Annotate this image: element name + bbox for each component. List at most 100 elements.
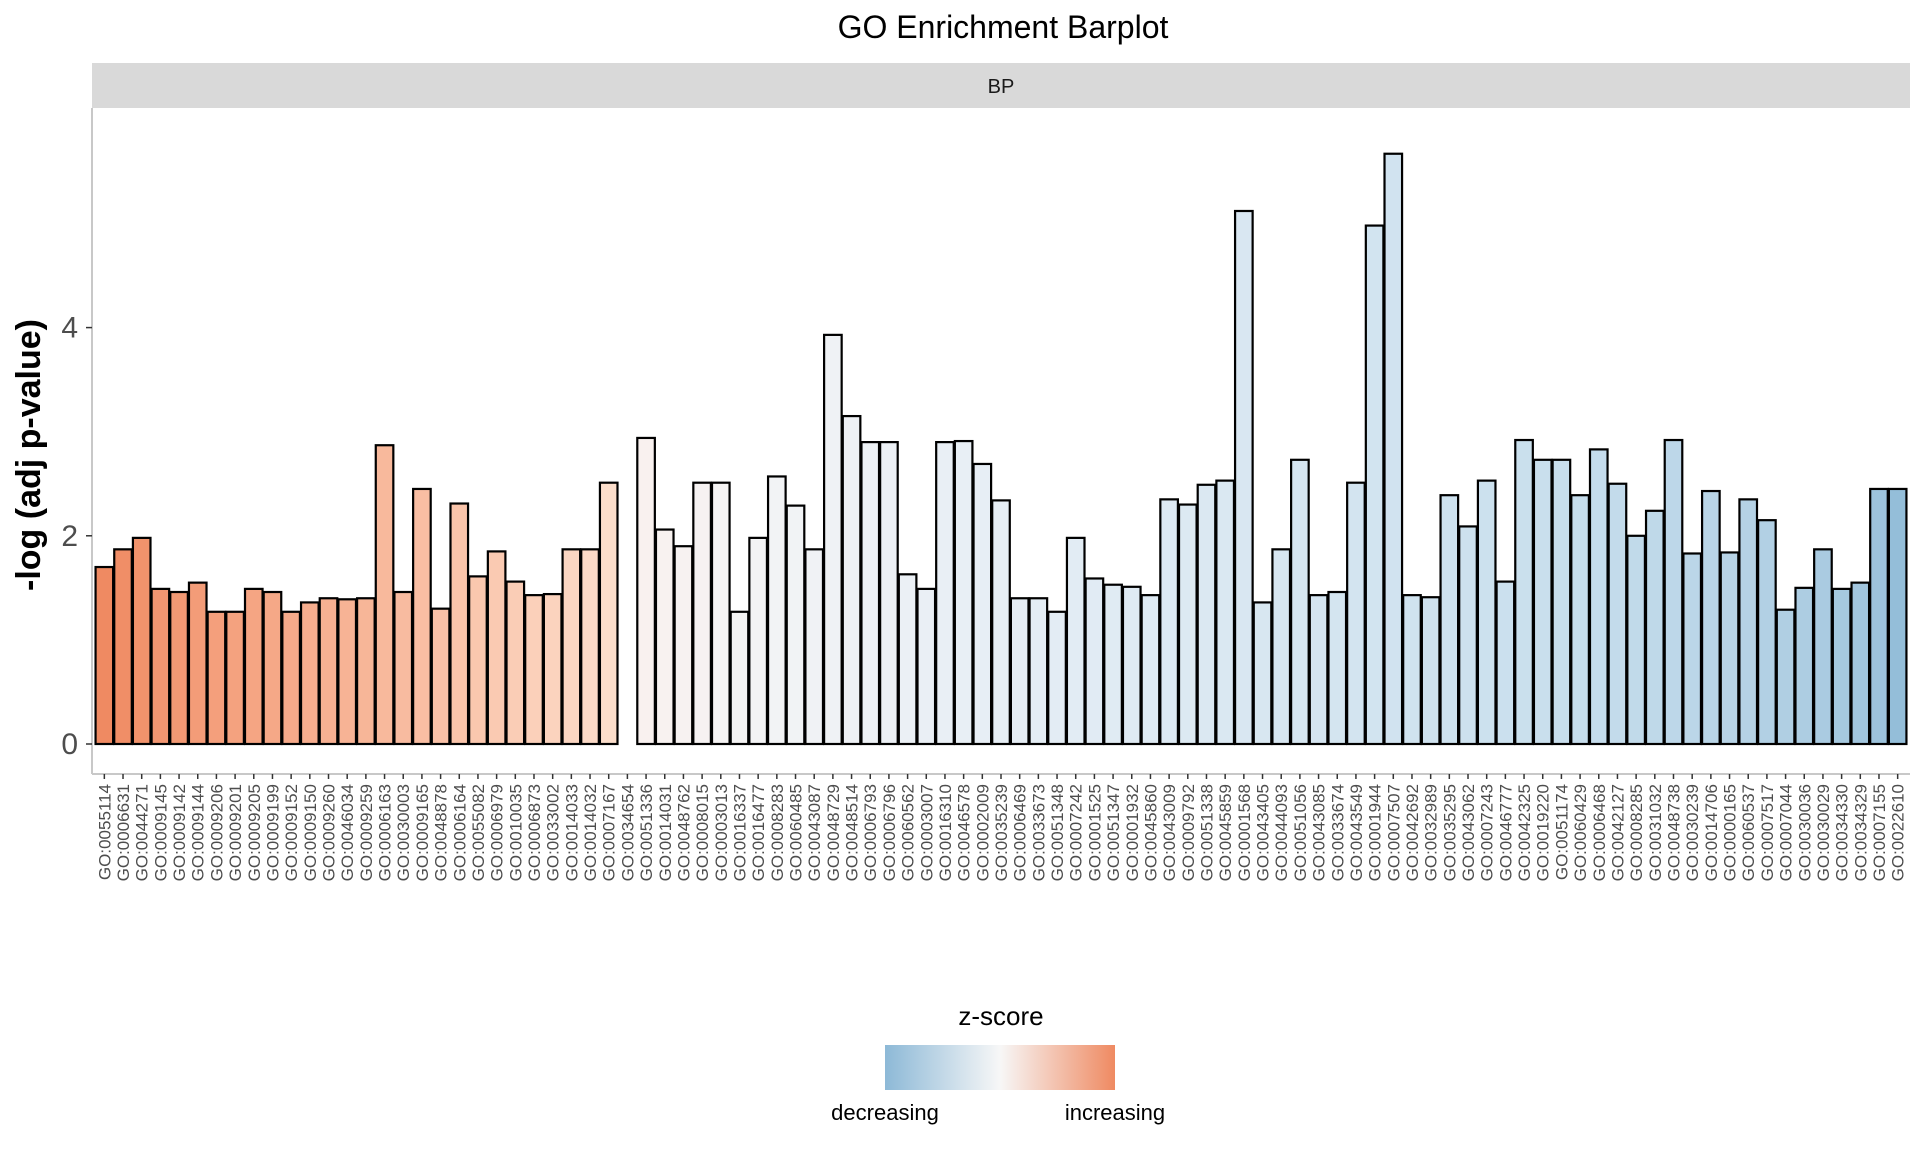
x-tick-label: GO:0030029 — [1814, 784, 1833, 881]
bar-go-0022610 — [1887, 487, 1908, 746]
x-tick-label: GO:0009792 — [1179, 784, 1198, 881]
x-tick-label: GO:0030239 — [1683, 784, 1702, 881]
x-tick-label: GO:0009144 — [189, 784, 208, 881]
bar-go-0006979 — [486, 550, 507, 746]
x-tick-label: GO:0045859 — [1216, 784, 1235, 881]
x-tick-label: GO:0060537 — [1739, 784, 1758, 881]
y-tick-label: 0 — [61, 728, 78, 761]
bar-go-0043062 — [1458, 525, 1478, 746]
bar-go-0006631 — [113, 548, 133, 746]
x-tick-label: GO:0008015 — [693, 784, 712, 881]
bar-go-0046777 — [1495, 580, 1516, 746]
x-tick-label: GO:0043009 — [1160, 784, 1179, 881]
x-tick-label: GO:0006796 — [880, 784, 899, 881]
x-tick-label: GO:0014706 — [1702, 784, 1721, 881]
x-tick-label: GO:0006873 — [525, 784, 544, 881]
bar-go-0051336 — [636, 436, 656, 746]
bar-go-0008285 — [1626, 534, 1647, 746]
facet-label: BP — [988, 76, 1015, 98]
bar-go-0060537 — [1738, 498, 1759, 746]
x-tick-label: GO:0046034 — [338, 784, 357, 881]
bar-go-0043009 — [1159, 498, 1179, 746]
x-tick-label: GO:0016337 — [730, 784, 749, 881]
x-tick-label: GO:0009205 — [245, 784, 264, 881]
bar-go-0007155 — [1869, 487, 1889, 746]
bar-go-0044093 — [1271, 548, 1292, 746]
x-tick-label: GO:0044271 — [133, 784, 152, 881]
bar-go-0006796 — [879, 441, 899, 746]
bar-go-0051174 — [1551, 458, 1572, 746]
x-tick-label: GO:0009206 — [207, 784, 226, 881]
x-tick-label: GO:0046777 — [1496, 784, 1515, 881]
bar-go-0000165 — [1719, 551, 1740, 746]
bar-go-0055082 — [468, 575, 488, 746]
x-tick-label: GO:0014033 — [562, 784, 581, 881]
bar-go-0033673 — [1028, 597, 1049, 746]
x-tick-label: GO:0006979 — [488, 784, 507, 881]
bars-layer — [94, 152, 1908, 746]
bar-go-0007243 — [1476, 479, 1497, 746]
bar-go-0001944 — [1364, 224, 1385, 746]
x-tick-label: GO:0001568 — [1235, 784, 1254, 881]
x-tick-label: GO:0048762 — [674, 784, 693, 881]
x-tick-label: GO:0051336 — [637, 784, 656, 881]
x-tick-label: GO:0030036 — [1795, 784, 1814, 881]
x-tick-label: GO:0043549 — [1347, 784, 1366, 881]
bar-go-0009205 — [243, 587, 264, 746]
x-tick-label: GO:0051056 — [1291, 784, 1310, 881]
x-tick-label: GO:0009145 — [151, 784, 170, 881]
x-tick-label: GO:0006631 — [114, 784, 133, 881]
bar-go-0048514 — [841, 414, 862, 746]
x-tick-label: GO:0044093 — [1272, 784, 1291, 881]
x-tick-label: GO:0060562 — [899, 784, 918, 881]
x-tick-label: GO:0048878 — [432, 784, 451, 881]
bar-go-0048878 — [430, 607, 451, 746]
bar-go-0009145 — [150, 587, 171, 746]
bar-go-0009199 — [262, 590, 283, 746]
bar-go-0043405 — [1252, 601, 1273, 746]
x-tick-label: GO:0001932 — [1123, 784, 1142, 881]
x-tick-label: GO:0051347 — [1104, 784, 1123, 881]
x-tick-label: GO:0043085 — [1310, 784, 1329, 881]
bar-go-0002009 — [972, 462, 993, 746]
bar-go-0014033 — [561, 548, 582, 746]
bar-go-0051056 — [1290, 458, 1310, 746]
x-tick-label: GO:0035295 — [1440, 784, 1459, 881]
bar-go-0045859 — [1215, 479, 1236, 746]
bar-go-0007167 — [598, 481, 619, 746]
bar-go-0014032 — [580, 548, 600, 746]
x-tick-label: GO:0007044 — [1777, 784, 1796, 881]
x-tick-label: GO:0000165 — [1721, 784, 1740, 881]
x-tick-label: GO:0007243 — [1478, 784, 1497, 881]
bar-go-0060429 — [1570, 494, 1590, 746]
x-tick-label: GO:0007167 — [600, 784, 619, 881]
bar-go-0010035 — [505, 580, 526, 746]
bar-go-0045860 — [1140, 594, 1161, 746]
x-tick-label: GO:0003013 — [712, 784, 731, 881]
bar-go-0043085 — [1308, 594, 1329, 746]
x-tick-label: GO:0008283 — [768, 784, 787, 881]
x-tick-label: GO:0006468 — [1590, 784, 1609, 881]
bar-go-0031032 — [1644, 509, 1665, 746]
bar-go-0009259 — [355, 597, 376, 746]
bar-go-0048762 — [673, 545, 694, 746]
bar-go-0042692 — [1402, 594, 1422, 746]
x-tick-label: GO:0009199 — [263, 784, 282, 881]
x-tick-label: GO:0048738 — [1664, 784, 1683, 881]
bar-go-0033674 — [1327, 590, 1348, 746]
bar-go-0016310 — [935, 441, 955, 746]
bar-go-0009144 — [187, 581, 208, 746]
bar-go-0019220 — [1532, 458, 1553, 746]
x-tick-label: GO:0048514 — [843, 784, 862, 881]
x-tick-label: GO:0006469 — [1011, 784, 1030, 881]
x-tick-label: GO:0048729 — [824, 784, 843, 881]
bar-go-0007242 — [1065, 536, 1086, 746]
x-tick-label: GO:0046578 — [955, 784, 974, 881]
x-tick-label: GO:0007242 — [1067, 784, 1086, 881]
x-tick-label: GO:0007507 — [1384, 784, 1403, 881]
bar-go-0007507 — [1383, 152, 1404, 746]
x-tick-label: GO:0009152 — [282, 784, 301, 881]
x-tick-label: GO:0009201 — [226, 784, 245, 881]
bar-go-0009792 — [1177, 503, 1198, 746]
bar-go-0008015 — [692, 481, 712, 746]
